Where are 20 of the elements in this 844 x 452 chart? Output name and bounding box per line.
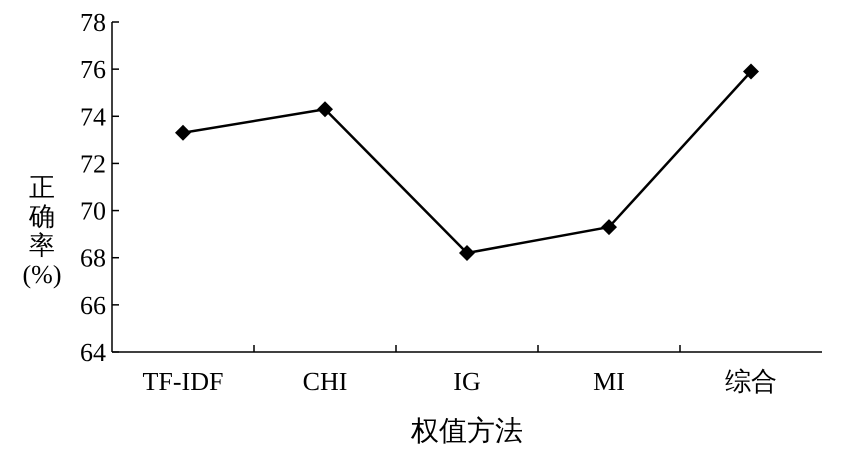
- x-tick-label: 综合: [725, 367, 777, 396]
- y-tick-label: 74: [80, 102, 106, 132]
- y-tick-label: 70: [80, 196, 106, 226]
- point: [317, 101, 333, 118]
- point: [175, 124, 191, 141]
- y-tick-label: 78: [80, 8, 106, 37]
- x-tick-label: IG: [453, 367, 481, 396]
- x-axis-title: 权值方法: [410, 416, 523, 447]
- x-tick-label: MI: [593, 367, 625, 396]
- x-tick-label: CHI: [302, 367, 348, 396]
- point: [459, 245, 475, 261]
- y-axis-title: 正确率(%): [22, 173, 62, 289]
- y-tick-label: 64: [80, 338, 106, 367]
- point: [743, 64, 759, 80]
- point: [601, 219, 617, 236]
- x-tick-label: TF-IDF: [142, 367, 224, 396]
- y-tick-label: 68: [80, 244, 106, 273]
- y-tick-label: 72: [80, 149, 106, 178]
- y-tick-label: 66: [80, 290, 106, 320]
- y-tick-label: 76: [80, 55, 106, 84]
